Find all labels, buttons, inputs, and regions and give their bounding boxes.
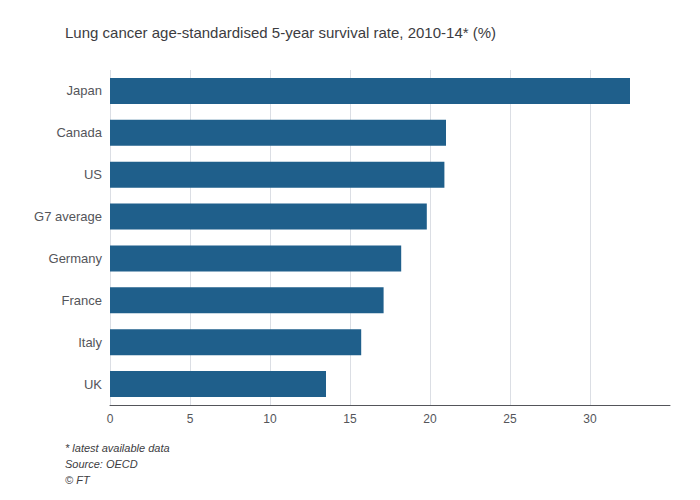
svg-text:5: 5 [187, 412, 194, 426]
svg-text:30: 30 [583, 412, 597, 426]
svg-text:* latest available data: * latest available data [65, 442, 170, 454]
svg-text:Source: OECD: Source: OECD [65, 458, 138, 470]
svg-text:G7 average: G7 average [34, 209, 102, 224]
svg-text:© FT: © FT [65, 474, 91, 486]
svg-text:Italy: Italy [78, 335, 102, 350]
svg-text:0: 0 [107, 412, 114, 426]
svg-text:25: 25 [503, 412, 517, 426]
svg-text:Germany: Germany [49, 251, 103, 266]
svg-text:UK: UK [84, 377, 102, 392]
svg-text:Canada: Canada [56, 125, 102, 140]
svg-text:10: 10 [263, 412, 277, 426]
svg-text:15: 15 [343, 412, 357, 426]
svg-text:Lung cancer age-standardised 5: Lung cancer age-standardised 5-year surv… [65, 24, 496, 41]
svg-text:US: US [84, 167, 102, 182]
svg-text:France: France [62, 293, 102, 308]
svg-text:20: 20 [423, 412, 437, 426]
svg-text:Japan: Japan [67, 83, 102, 98]
